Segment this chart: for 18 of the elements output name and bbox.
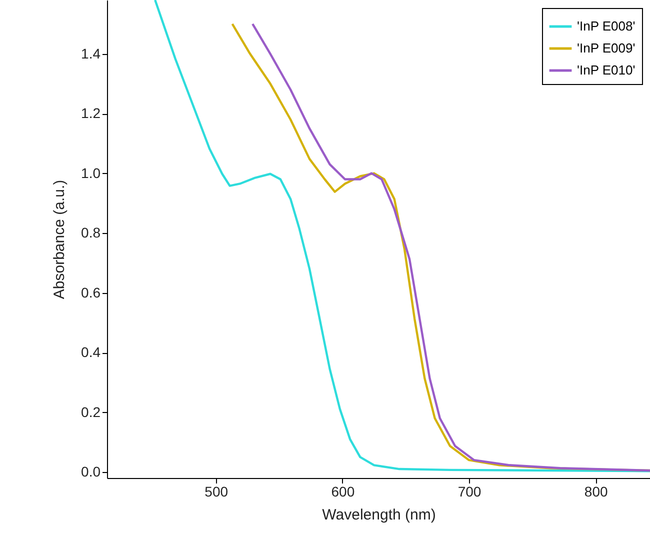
x-tick-label: 500	[204, 484, 228, 500]
x-axis-title: Wavelength (nm)	[322, 506, 436, 524]
y-tick-label: 1.2	[81, 105, 101, 122]
y-tick-label: 0.4	[81, 344, 101, 360]
y-tick-label: 0.2	[81, 404, 101, 420]
y-tick-label: 1.4	[81, 45, 101, 62]
x-tick-label: 600	[331, 484, 355, 500]
y-tick-label: 0.0	[81, 464, 101, 480]
x-tick-label: 800	[584, 484, 608, 500]
y-tick-label: 0.8	[81, 224, 101, 241]
y-tick-label: 1.0	[81, 164, 101, 181]
legend-label: 'InP E010'	[577, 62, 636, 78]
y-tick-label: 0.6	[81, 284, 101, 300]
x-tick-label: 700	[458, 484, 482, 500]
line-series	[154, 0, 650, 472]
legend-label: 'InP E009'	[577, 40, 636, 56]
legend-label: 'InP E008'	[577, 18, 636, 34]
y-axis-title: Absorbance (a.u.)	[51, 180, 68, 300]
